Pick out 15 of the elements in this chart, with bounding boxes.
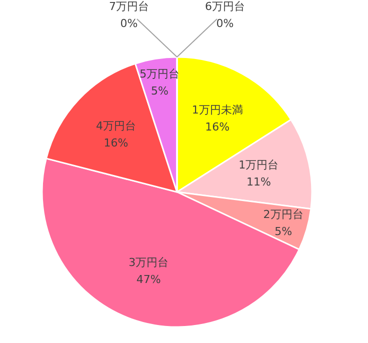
- data-label: 47%: [136, 272, 161, 286]
- text: 0%: [216, 17, 234, 30]
- slice-label: 2万円台: [263, 208, 304, 221]
- data-label: 5%: [150, 84, 168, 98]
- slice-label: 3万円台: [128, 256, 169, 269]
- category-label: 7万円台: [109, 0, 149, 13]
- slice-label: 4万円台: [96, 120, 136, 133]
- slice-label: 1万円未満: [192, 104, 243, 117]
- text: 0%: [120, 17, 138, 30]
- data-label: 16%: [104, 136, 128, 150]
- data-label: 5%: [274, 224, 292, 238]
- data-label: 11%: [246, 176, 271, 189]
- data-label: 16%: [205, 120, 230, 134]
- slice-label: 1万円台: [238, 158, 279, 172]
- category-label: 6万円台: [205, 0, 245, 13]
